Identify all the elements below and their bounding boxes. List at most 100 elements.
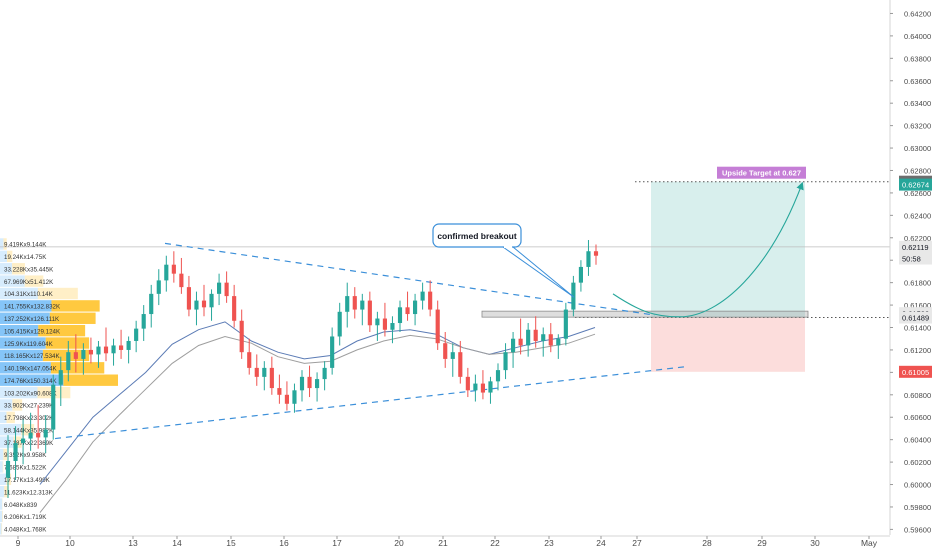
volume-profile-row: 104.31Kx110.14K xyxy=(0,288,78,299)
candle-body xyxy=(262,368,266,377)
candle-body xyxy=(217,283,221,294)
candle-body xyxy=(81,350,85,359)
candle-body xyxy=(443,343,447,359)
y-tick-label: 0.63600 xyxy=(904,77,931,86)
y-tick-label: 0.60800 xyxy=(904,391,931,400)
x-tick-label: May xyxy=(861,538,878,548)
volume-up-bar xyxy=(0,461,3,472)
candle-body xyxy=(157,280,161,293)
volume-profile-label: 174.76Kx150.314K xyxy=(4,378,58,385)
volume-profile-row: 103.202Kx90.608K xyxy=(0,387,70,398)
candle-body xyxy=(556,339,560,346)
price-tag: 0.62119 xyxy=(899,241,932,253)
volume-profile-label: 17.798Kx23.302K xyxy=(4,415,54,422)
volume-profile-label: 6.048Kx839 xyxy=(4,502,38,509)
volume-profile-label: 103.202Kx90.608K xyxy=(4,390,58,397)
candle-body xyxy=(240,321,244,352)
volume-up-bar xyxy=(0,511,2,522)
x-tick-label: 28 xyxy=(702,538,712,548)
candle-body xyxy=(285,395,289,404)
x-tick-label: 9 xyxy=(16,538,21,548)
candle-body xyxy=(541,334,545,341)
volume-profile-label: 19.24Kx14.75K xyxy=(4,254,47,261)
candle-body xyxy=(307,377,311,388)
price-tag-text: 0.61489 xyxy=(902,314,929,323)
x-tick-label: 16 xyxy=(279,538,289,548)
volume-profile-label: 11.623Kx12.313K xyxy=(4,489,54,496)
volume-up-bar xyxy=(0,498,2,509)
volume-down-bar xyxy=(1,523,2,534)
y-tick-label: 0.61200 xyxy=(904,346,931,355)
candle-body xyxy=(383,319,387,330)
candle-body xyxy=(134,329,138,341)
candle-body xyxy=(503,352,507,370)
candle-body xyxy=(44,430,48,438)
volume-profile-label: 118.165Kx127.534K xyxy=(4,353,60,360)
candle-body xyxy=(247,352,251,368)
price-tag-text: 50:58 xyxy=(902,255,921,264)
y-tick-label: 0.61400 xyxy=(904,324,931,333)
price-tag: 0.61005 xyxy=(899,366,932,378)
y-tick-label: 0.63200 xyxy=(904,122,931,131)
candle-body xyxy=(164,265,168,281)
candle-body xyxy=(149,294,153,314)
candle-body xyxy=(579,267,583,283)
candle-body xyxy=(594,251,598,255)
price-tag: 50:58 xyxy=(899,253,932,265)
volume-profile-label: 33.902Kx27.239K xyxy=(4,403,54,410)
volume-profile-label: 67.969Kx51.412K xyxy=(4,279,54,286)
candle-body xyxy=(119,345,123,349)
x-tick-label: 27 xyxy=(632,538,642,548)
candle-body xyxy=(496,370,500,381)
volume-profile-label: 9.352Kx9.958K xyxy=(4,452,47,459)
volume-profile-label: 104.31Kx110.14K xyxy=(4,291,54,298)
x-tick-label: 15 xyxy=(226,538,236,548)
candle-body xyxy=(345,296,349,312)
volume-profile-row: 105.415Kx129.124K xyxy=(0,325,85,336)
candle-body xyxy=(436,310,440,344)
candle-body xyxy=(534,330,538,341)
volume-profile-row: 141.755Kx132.832K xyxy=(0,300,100,311)
candle-body xyxy=(187,287,191,309)
x-tick-label: 20 xyxy=(394,538,404,548)
candle-body xyxy=(6,461,10,478)
volume-profile-row: 137.252Kx126.111K xyxy=(0,313,96,324)
candle-body xyxy=(390,323,394,330)
price-tag-text: 0.62119 xyxy=(902,243,929,252)
x-tick-label: 14 xyxy=(172,538,182,548)
candle-body xyxy=(526,330,530,346)
candle-body xyxy=(29,433,33,439)
y-tick-label: 0.60600 xyxy=(904,413,931,422)
price-tag-text: 0.61005 xyxy=(902,368,929,377)
y-tick-label: 0.63400 xyxy=(904,99,931,108)
y-tick-label: 0.59600 xyxy=(904,525,931,534)
volume-profile-label: 141.755Kx132.832K xyxy=(4,304,61,311)
candle-body xyxy=(338,312,342,337)
candle-body xyxy=(89,350,93,354)
volume-up-bar xyxy=(0,238,3,249)
candle-body xyxy=(202,301,206,308)
candle-body xyxy=(586,251,590,267)
candle-body xyxy=(353,296,357,309)
candle-body xyxy=(277,388,281,395)
x-tick-label: 22 xyxy=(490,538,500,548)
candle-body xyxy=(481,384,485,393)
y-tick-label: 0.62400 xyxy=(904,211,931,220)
x-tick-label: 21 xyxy=(438,538,448,548)
candle-body xyxy=(368,301,372,326)
candle-body xyxy=(421,292,425,301)
candle-body xyxy=(330,336,334,367)
candle-body xyxy=(13,443,17,461)
candle-body xyxy=(375,319,379,326)
volume-profile-label: 137.252Kx126.111K xyxy=(4,316,60,323)
x-tick-label: 10 xyxy=(65,538,75,548)
y-tick-label: 0.64200 xyxy=(904,9,931,18)
callout-text: confirmed breakout xyxy=(437,231,517,241)
x-tick-label: 13 xyxy=(128,538,138,548)
y-tick-label: 0.64000 xyxy=(904,32,931,41)
candle-body xyxy=(564,310,568,339)
y-tick-label: 0.60000 xyxy=(904,481,931,490)
candle-body xyxy=(519,339,523,346)
